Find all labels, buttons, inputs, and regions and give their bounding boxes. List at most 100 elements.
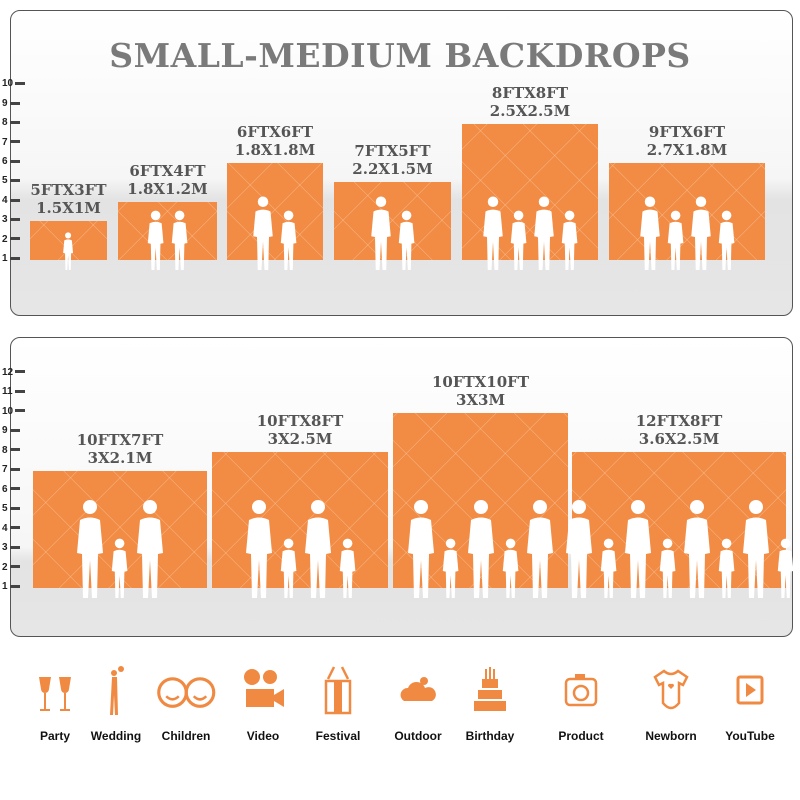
play-button-icon bbox=[715, 665, 785, 715]
figure-group bbox=[33, 498, 207, 602]
size-m: 3X2.5M bbox=[267, 429, 333, 448]
backdrop-size-label: 12FTX8FT 3.6X2.5M bbox=[562, 412, 796, 448]
person-silhouette-icon bbox=[560, 210, 579, 274]
children-faces-icon bbox=[151, 665, 221, 715]
occasion-label: Party bbox=[39, 729, 71, 743]
occasion-label: YouTube bbox=[725, 729, 775, 743]
figure-group bbox=[212, 498, 388, 602]
size-ft: 6FTX6FT bbox=[236, 123, 314, 141]
backdrop-6ftx6ft bbox=[227, 163, 323, 270]
tick-label: 8 bbox=[2, 444, 8, 456]
tick-label: 4 bbox=[2, 522, 8, 534]
person-silhouette-icon bbox=[524, 498, 556, 602]
tick-label: 6 bbox=[2, 156, 8, 167]
scale-tick: 10 bbox=[2, 405, 26, 417]
occasion-youtube: YouTube bbox=[715, 665, 785, 743]
scale-tick: 5 bbox=[2, 176, 20, 186]
occasions-row: Party Wedding Children Video Festival Outdoor… bbox=[0, 665, 800, 755]
person-silhouette-icon bbox=[465, 498, 497, 602]
backdrop-10ftx10ft bbox=[393, 412, 568, 598]
size-ft: 10FTX10FT bbox=[431, 372, 529, 391]
tick-label: 6 bbox=[2, 483, 8, 495]
occasion-wedding: Wedding bbox=[81, 665, 151, 743]
movie-camera-icon bbox=[228, 665, 298, 715]
occasion-party: Party bbox=[20, 665, 90, 743]
scale-tick: 1 bbox=[2, 254, 20, 264]
wedding-couple-icon bbox=[81, 665, 151, 715]
person-silhouette-icon bbox=[658, 538, 677, 602]
backdrop-12ftx8ft bbox=[565, 451, 794, 598]
backdrop-7ftx5ft bbox=[334, 182, 451, 270]
backdrop-size-label: 10FTX10FT 3X3M bbox=[383, 373, 578, 409]
size-m: 1.5X1M bbox=[36, 199, 101, 218]
backdrop-size-label: 7FTX5FT 2.2X1.5M bbox=[324, 142, 461, 178]
backdrop-5ftx3ft bbox=[30, 221, 107, 270]
figure-group bbox=[30, 232, 107, 274]
birthday-cake-icon bbox=[455, 665, 525, 715]
occasion-label: Wedding bbox=[90, 729, 142, 743]
tick-label: 2 bbox=[2, 233, 8, 245]
figure-group bbox=[227, 195, 323, 274]
person-silhouette-icon bbox=[302, 498, 334, 602]
occasion-label: Birthday bbox=[465, 729, 515, 743]
size-m: 2.7X1.8M bbox=[646, 141, 728, 159]
person-silhouette-icon bbox=[501, 538, 520, 602]
champagne-glasses-icon bbox=[20, 665, 90, 715]
size-m: 1.8X1.2M bbox=[127, 179, 208, 198]
scale-tick: 6 bbox=[2, 157, 20, 167]
person-silhouette-icon bbox=[563, 498, 595, 602]
figure-group bbox=[118, 210, 217, 274]
scale-tick: 6 bbox=[2, 483, 20, 495]
person-silhouette-icon bbox=[717, 210, 736, 274]
scale-tick: 5 bbox=[2, 504, 20, 514]
person-silhouette-icon bbox=[134, 498, 166, 602]
scale-tick: 4 bbox=[2, 194, 20, 206]
person-silhouette-icon bbox=[666, 210, 685, 274]
person-silhouette-icon bbox=[74, 498, 106, 602]
person-silhouette-icon bbox=[146, 210, 165, 274]
person-silhouette-icon bbox=[441, 538, 460, 602]
occasion-festival: Festival bbox=[303, 665, 373, 743]
person-silhouette-icon bbox=[740, 498, 772, 602]
camera-icon bbox=[546, 665, 616, 715]
occasion-video: Video bbox=[228, 665, 298, 743]
tick-label: 7 bbox=[2, 136, 8, 148]
backdrop-9ftx6ft bbox=[609, 163, 765, 270]
backdrop-size-label: 10FTX7FT 3X2.1M bbox=[23, 431, 217, 467]
occasion-product: Product bbox=[546, 665, 616, 743]
occasion-label: Product bbox=[558, 729, 604, 743]
person-silhouette-icon bbox=[509, 210, 528, 274]
size-ft: 10FTX8FT bbox=[256, 411, 344, 430]
tick-label: 7 bbox=[2, 464, 8, 475]
tick-label: 10 bbox=[2, 405, 14, 417]
tick-label: 5 bbox=[2, 175, 8, 187]
size-ft: 12FTX8FT bbox=[635, 411, 723, 430]
person-silhouette-icon bbox=[532, 195, 556, 274]
tick-label: 4 bbox=[2, 194, 8, 206]
scale-tick: 2 bbox=[2, 233, 20, 245]
person-silhouette-icon bbox=[170, 210, 189, 274]
tick-label: 3 bbox=[2, 542, 8, 553]
figure-group bbox=[609, 195, 765, 274]
figure-group bbox=[393, 498, 568, 602]
tick-label: 2 bbox=[2, 561, 8, 573]
size-m: 3X3M bbox=[455, 390, 506, 409]
person-silhouette-icon bbox=[717, 538, 736, 602]
tick-label: 8 bbox=[2, 117, 8, 129]
scale-tick: 11 bbox=[2, 387, 25, 397]
size-m: 2.2X1.5M bbox=[352, 160, 433, 179]
tick-label: 9 bbox=[2, 97, 8, 109]
occasion-label: Outdoor bbox=[394, 729, 442, 743]
tick-label: 12 bbox=[2, 366, 14, 378]
occasion-label: Newborn bbox=[645, 729, 697, 743]
person-silhouette-icon bbox=[62, 232, 74, 274]
scale-tick: 9 bbox=[2, 426, 20, 436]
person-silhouette-icon bbox=[279, 210, 298, 274]
size-m: 3.6X2.5M bbox=[638, 429, 720, 448]
occasion-birthday: Birthday bbox=[455, 665, 525, 743]
occasion-label: Video bbox=[246, 729, 280, 743]
scale-tick: 1 bbox=[2, 582, 20, 592]
occasion-label: Festival bbox=[315, 729, 361, 743]
person-silhouette-icon bbox=[405, 498, 437, 602]
backdrop-10ftx7ft bbox=[33, 471, 207, 598]
